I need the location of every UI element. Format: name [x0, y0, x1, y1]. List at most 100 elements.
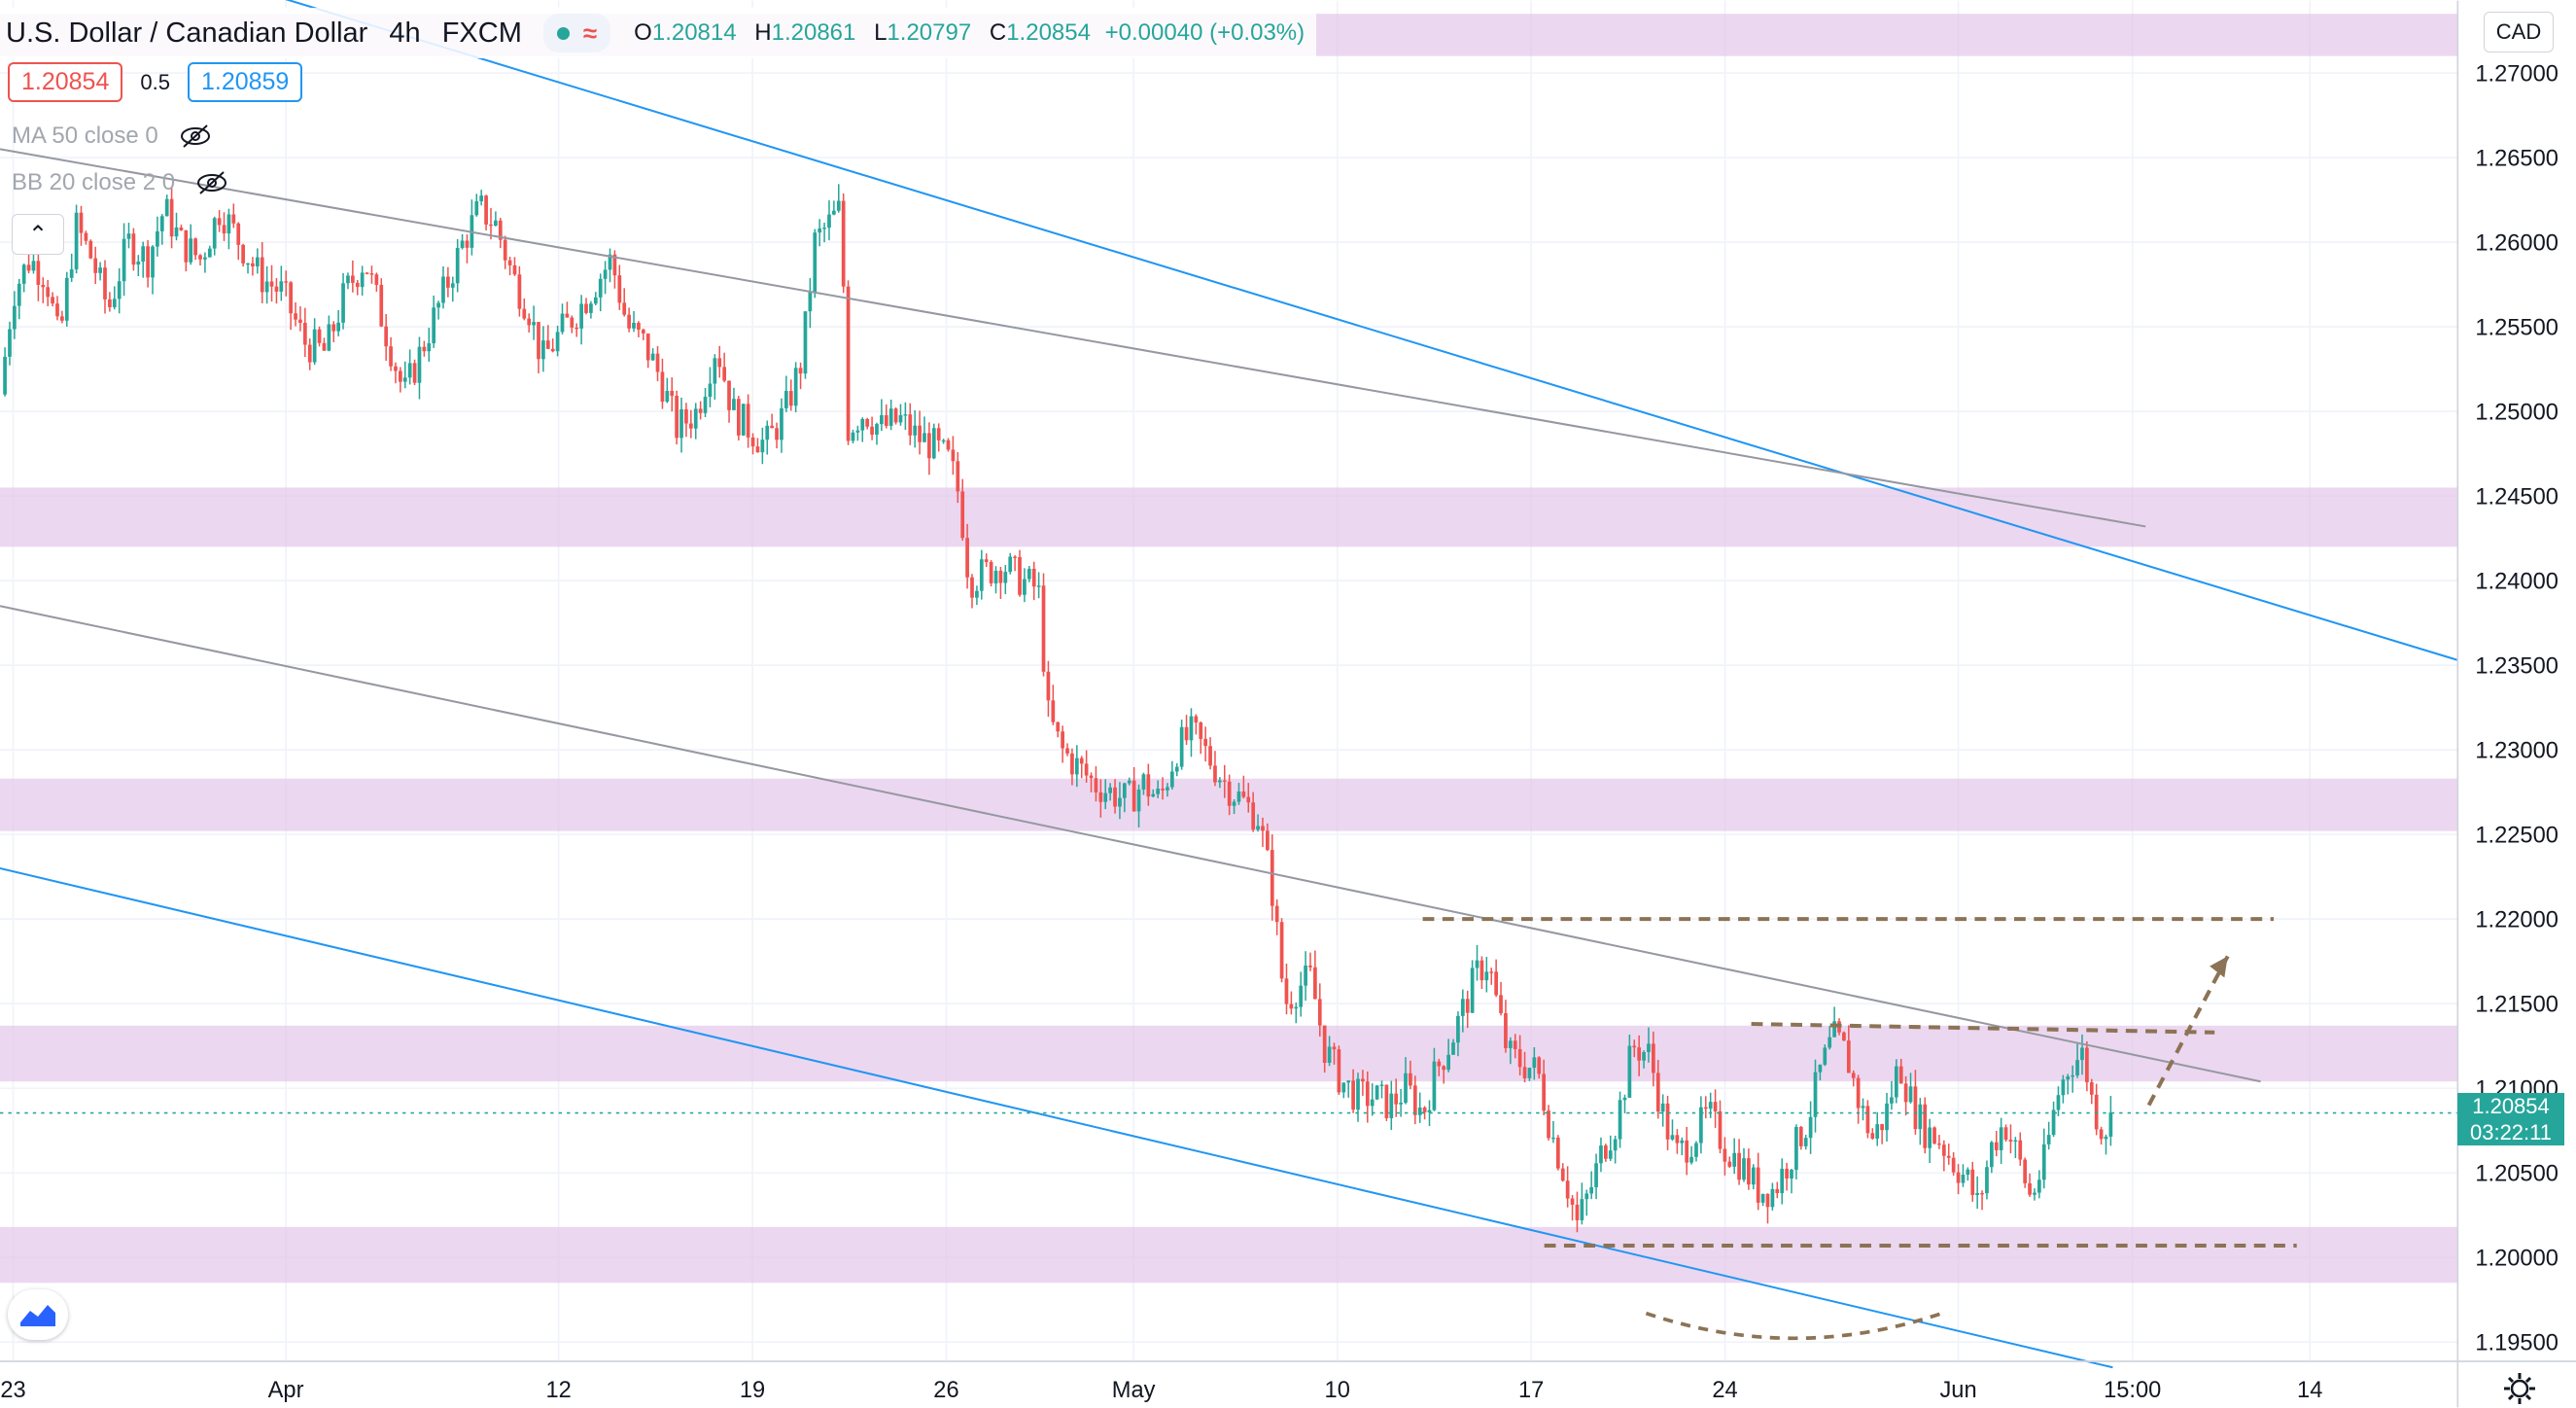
- candle-body: [1551, 1137, 1555, 1140]
- candle-body: [294, 313, 297, 320]
- candle-body: [517, 274, 522, 309]
- candle-body: [1417, 1107, 1422, 1115]
- candle-body: [780, 407, 783, 440]
- candle-body: [2085, 1047, 2089, 1083]
- candle-body: [1608, 1150, 1613, 1159]
- candle-body: [608, 254, 612, 270]
- candle-body: [8, 329, 12, 357]
- candle-body: [1084, 763, 1089, 776]
- eye-hidden-icon[interactable]: [178, 123, 213, 150]
- candle-body: [289, 282, 293, 314]
- candle-body: [1499, 995, 1503, 1013]
- candle-body: [1141, 774, 1146, 790]
- candle-body: [1603, 1145, 1608, 1159]
- candle-body: [1460, 999, 1465, 1016]
- candle-body: [984, 559, 989, 562]
- candle-body: [979, 559, 984, 591]
- low-value: 1.20797: [887, 19, 972, 46]
- logo-mark: [20, 1305, 55, 1326]
- candle-body: [527, 318, 532, 326]
- candle-body: [1079, 757, 1084, 764]
- candle-body: [1665, 1103, 1670, 1140]
- currency-button[interactable]: CAD: [2484, 12, 2554, 53]
- y-tick-label: 1.23500: [2475, 654, 2559, 680]
- candle-body: [503, 239, 507, 261]
- candle-body: [446, 276, 450, 288]
- tradingview-logo-icon[interactable]: [8, 1289, 68, 1340]
- candle-body: [236, 223, 241, 245]
- candle-body: [951, 449, 956, 462]
- candle-body: [1166, 787, 1169, 791]
- candle-body: [360, 272, 365, 288]
- candle-body: [394, 366, 398, 371]
- candle-body: [1652, 1043, 1655, 1074]
- candle-body: [327, 324, 331, 351]
- candle-body: [1409, 1073, 1412, 1086]
- candle-body: [450, 283, 455, 288]
- eye-hidden-icon[interactable]: [194, 169, 229, 196]
- candle-body: [736, 399, 741, 436]
- candle-body: [1341, 1082, 1346, 1093]
- candle-body: [207, 248, 212, 258]
- candle-body: [693, 408, 698, 429]
- candle-body: [1622, 1097, 1627, 1101]
- buy-button[interactable]: 1.20859: [187, 62, 303, 102]
- candle-body: [1951, 1157, 1956, 1173]
- candle-body: [1232, 801, 1236, 806]
- candle-body: [279, 281, 284, 292]
- candle-body: [264, 281, 269, 293]
- candle-body: [593, 297, 598, 304]
- candle-body: [13, 305, 17, 330]
- candle-body: [1213, 765, 1217, 783]
- candle-body: [31, 261, 36, 271]
- candle-body: [1727, 1161, 1732, 1167]
- change-value: +0.00040 (+0.03%): [1104, 19, 1305, 46]
- candle-body: [1184, 726, 1189, 741]
- candle-body: [1399, 1103, 1403, 1105]
- indicator-ma[interactable]: MA 50 close 0: [12, 123, 213, 150]
- candle-body: [1451, 1042, 1455, 1055]
- candle-body: [1675, 1135, 1680, 1144]
- candle-body: [174, 227, 179, 237]
- candle-body: [1299, 985, 1304, 1007]
- candle-body: [374, 274, 379, 285]
- market-status[interactable]: ≈: [542, 14, 611, 53]
- candle-body: [122, 238, 126, 282]
- candle-body: [813, 232, 818, 293]
- candle-body: [1041, 585, 1046, 672]
- candle-body: [1156, 789, 1161, 794]
- y-tick-label: 1.24000: [2475, 570, 2559, 595]
- sell-button[interactable]: 1.20854: [8, 62, 123, 102]
- candle-body: [1008, 556, 1013, 573]
- indicator-bb[interactable]: BB 20 close 2 0: [12, 169, 229, 196]
- candle-body: [1304, 965, 1307, 986]
- candle-body: [1313, 967, 1317, 1000]
- symbol-title[interactable]: U.S. Dollar / Canadian Dollar 4h FXCM: [6, 18, 522, 50]
- candle-body: [1565, 1180, 1570, 1199]
- collapse-legend-button[interactable]: ⌃: [12, 214, 64, 255]
- gear-icon[interactable]: [2500, 1369, 2539, 1408]
- candle-body: [783, 391, 788, 408]
- candle-body: [865, 418, 870, 427]
- spread-value: 0.5: [140, 69, 170, 94]
- candle-body: [1760, 1193, 1765, 1203]
- candle-body: [703, 397, 708, 413]
- candle-body: [1189, 716, 1194, 741]
- candle-body: [217, 218, 222, 226]
- x-tick-label: Jun: [1939, 1378, 1976, 1403]
- candle-body: [1742, 1158, 1746, 1180]
- candle-body: [555, 332, 560, 352]
- channel-line-blue: [285, 0, 2458, 661]
- candle-body: [2051, 1109, 2056, 1136]
- candle-body: [1527, 1068, 1532, 1078]
- candle-body: [1251, 802, 1256, 830]
- candle-body: [650, 353, 655, 361]
- last-price-label: 1.20854 03:22:11: [2457, 1093, 2564, 1145]
- candle-body: [1894, 1066, 1898, 1098]
- candle-body: [64, 277, 69, 321]
- candle-body: [79, 212, 84, 233]
- candle-body: [1908, 1086, 1913, 1103]
- candle-body: [660, 371, 665, 403]
- candle-body: [474, 200, 479, 216]
